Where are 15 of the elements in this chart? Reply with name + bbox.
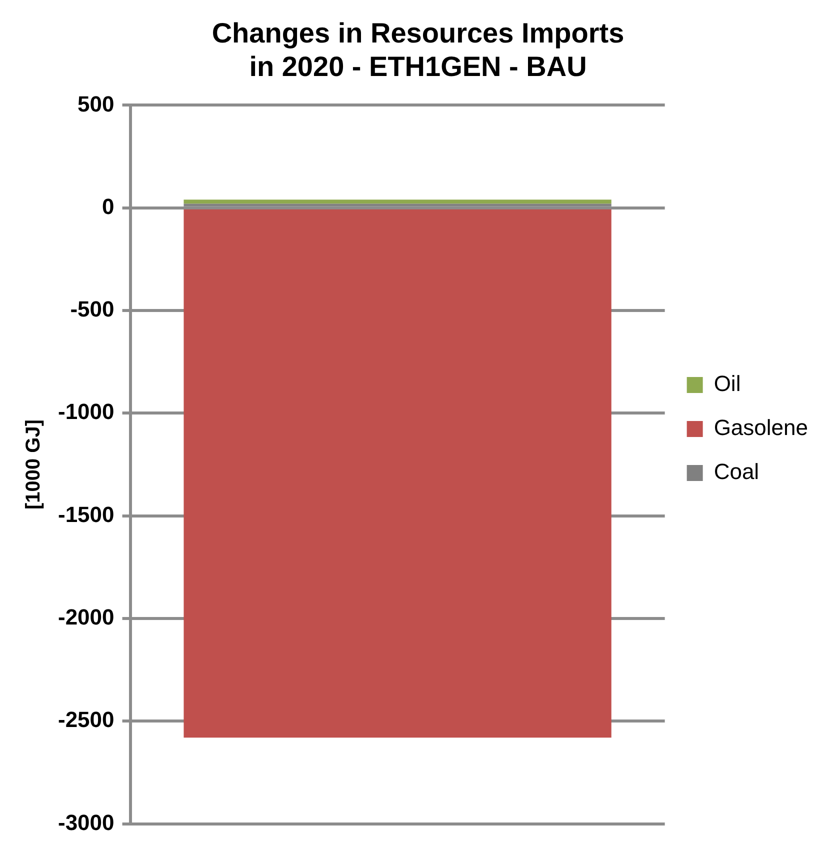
y-tick-label: -500 <box>70 296 114 322</box>
y-tick-label: -2000 <box>58 604 114 630</box>
y-tick-label: 0 <box>102 194 114 219</box>
y-tick-label: -3000 <box>58 810 114 835</box>
legend-label: Gasolene <box>714 415 808 440</box>
y-tick-label: -1000 <box>58 399 114 424</box>
legend-label: Oil <box>714 371 741 396</box>
legend-label: Coal <box>714 459 760 484</box>
y-tick-label: 500 <box>78 91 114 116</box>
bar <box>184 209 612 738</box>
y-tick-label: -1500 <box>58 502 114 527</box>
y-axis-title: [1000 GJ] <box>22 419 45 510</box>
bar <box>184 200 612 204</box>
chart-title: Changes in Resources Imports in 2020 - ETH1GEN - BAU <box>212 18 624 82</box>
y-tick-label: -2500 <box>58 707 114 732</box>
